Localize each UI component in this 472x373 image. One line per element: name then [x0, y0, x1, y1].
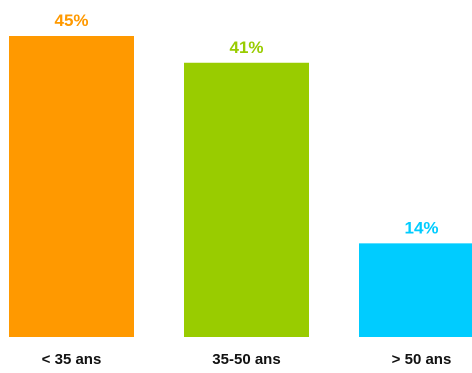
value-label-3: 14%: [404, 218, 438, 237]
value-label-1: 45%: [54, 11, 88, 30]
value-labels-layer: 45% 41% 14%: [54, 11, 438, 237]
bars-layer: [9, 36, 472, 337]
bar-3: [359, 243, 472, 337]
category-labels-layer: < 35 ans 35-50 ans > 50 ans: [42, 351, 452, 368]
category-label-3: > 50 ans: [392, 351, 452, 368]
bar-2: [184, 62, 309, 337]
bar-1: [9, 36, 134, 337]
value-label-2: 41%: [229, 38, 263, 57]
category-label-1: < 35 ans: [42, 351, 102, 368]
category-label-2: 35-50 ans: [212, 351, 280, 368]
